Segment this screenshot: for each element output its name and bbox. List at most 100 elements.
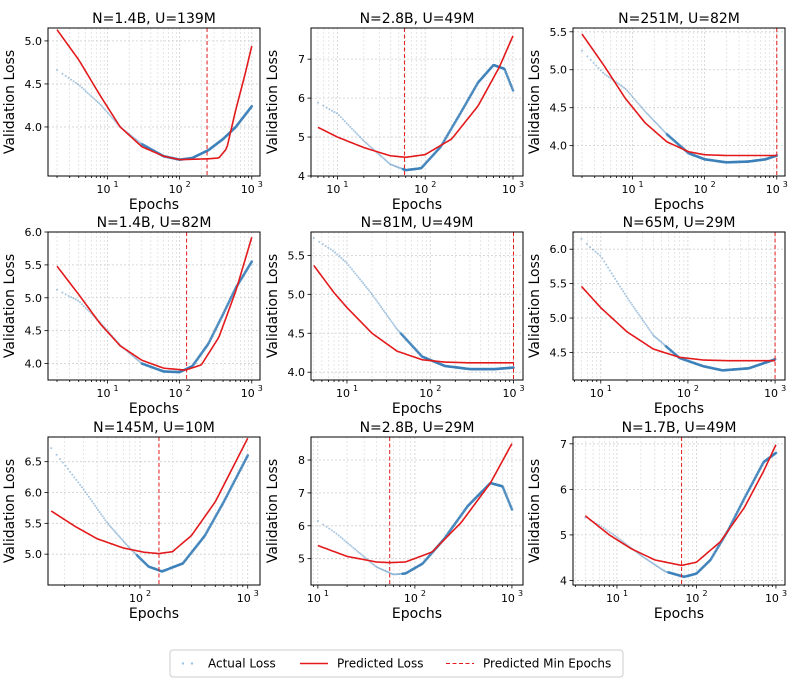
- actual-loss-point: [359, 135, 362, 138]
- subplot-title: N=145M, U=10M: [93, 420, 215, 436]
- actual-loss-point: [656, 338, 659, 341]
- actual-loss-point: [337, 114, 340, 117]
- actual-loss-point: [55, 453, 58, 456]
- actual-loss-point: [82, 88, 85, 91]
- actual-loss-point: [354, 131, 357, 134]
- actual-loss-point: [650, 117, 653, 120]
- actual-loss-point: [378, 154, 381, 157]
- actual-loss-point: [354, 272, 357, 275]
- actual-loss-point: [322, 523, 325, 526]
- actual-loss-point: [646, 113, 649, 116]
- actual-loss-point: [510, 86, 514, 90]
- subplot-6: 4.55.05.56.010 1 10 2 10 3N=65M, U=29MEpochsV…: [527, 215, 786, 417]
- actual-loss-point: [378, 304, 381, 307]
- x-tick-label: 10: [129, 592, 143, 605]
- actual-loss-series: [50, 447, 250, 573]
- actual-loss-point: [383, 569, 386, 572]
- actual-loss-point: [73, 476, 76, 479]
- actual-loss-point: [509, 82, 512, 86]
- grid: [48, 28, 260, 176]
- y-axis-label: Validation Loss: [527, 254, 543, 358]
- actual-loss-point: [351, 268, 354, 271]
- actual-loss-point: [94, 99, 97, 102]
- actual-loss-point: [385, 313, 388, 316]
- actual-loss-point: [633, 307, 636, 310]
- x-tick-exponent: 1: [638, 180, 643, 189]
- actual-loss-point: [135, 357, 138, 360]
- actual-loss-point: [664, 570, 667, 573]
- actual-loss-point: [389, 572, 392, 575]
- actual-loss-point: [662, 569, 665, 572]
- actual-loss-point: [389, 163, 392, 166]
- actual-loss-point: [84, 306, 87, 309]
- actual-loss-point: [333, 111, 336, 114]
- actual-loss-point: [74, 81, 77, 84]
- x-tick-label: 10: [503, 387, 517, 400]
- actual-loss-point: [71, 473, 74, 476]
- actual-loss-point: [321, 243, 324, 246]
- actual-loss-series: [580, 237, 777, 372]
- actual-loss-point: [360, 137, 363, 140]
- y-tick-label: 8: [298, 454, 305, 467]
- actual-loss-point: [665, 570, 668, 573]
- actual-loss-point: [352, 546, 355, 549]
- actual-loss-point: [250, 104, 254, 108]
- actual-loss-point: [580, 237, 583, 240]
- actual-loss-point: [602, 526, 605, 529]
- actual-loss-point: [660, 341, 663, 344]
- x-tick-exponent: 3: [258, 384, 263, 393]
- actual-loss-point: [381, 307, 384, 310]
- x-tick-label: 10: [326, 183, 340, 196]
- subplot-1: 4.04.55.010 1 10 2 10 3N=1.4B, U=139MEpochsVa…: [2, 11, 263, 213]
- actual-loss-point: [627, 91, 630, 94]
- plot-frame: [310, 27, 524, 177]
- actual-loss-point: [645, 111, 648, 114]
- actual-loss-point: [357, 276, 360, 279]
- y-tick-label: 5.0: [550, 312, 568, 325]
- actual-loss-point: [599, 254, 602, 257]
- actual-loss-point: [374, 298, 377, 301]
- actual-loss-point: [624, 87, 627, 90]
- actual-loss-point: [774, 451, 778, 455]
- actual-loss-point: [366, 287, 369, 290]
- actual-loss-point: [355, 549, 358, 552]
- y-tick-label: 6.5: [25, 456, 43, 469]
- actual-loss-point: [91, 96, 94, 99]
- actual-loss-point: [108, 524, 111, 527]
- actual-loss-point: [619, 538, 622, 541]
- predicted-loss-line: [56, 29, 253, 161]
- actual-loss-point: [659, 567, 662, 570]
- actual-loss-point: [324, 244, 327, 247]
- actual-loss-point: [662, 343, 665, 346]
- actual-loss-point: [76, 83, 79, 86]
- actual-loss-point: [331, 109, 334, 112]
- actual-loss-point: [104, 108, 107, 111]
- actual-loss-point: [622, 290, 625, 293]
- actual-loss-point: [138, 141, 141, 144]
- x-tick-exponent: 3: [520, 384, 525, 393]
- actual-loss-point: [620, 287, 623, 290]
- actual-loss-point: [637, 102, 640, 105]
- x-tick-exponent: 1: [353, 384, 358, 393]
- predicted-loss-line: [313, 265, 514, 364]
- actual-loss-point: [503, 68, 507, 72]
- actual-loss-point: [342, 258, 345, 261]
- actual-loss-point: [61, 461, 64, 464]
- actual-loss-point: [96, 100, 99, 103]
- actual-loss-point: [395, 573, 398, 576]
- actual-loss-point: [347, 264, 350, 267]
- actual-loss-point: [508, 80, 512, 84]
- subplot-title: N=2.8B, U=49M: [360, 11, 475, 27]
- actual-loss-point: [360, 280, 363, 283]
- actual-loss-point: [341, 118, 344, 121]
- actual-loss-point: [50, 447, 53, 450]
- x-tick-exponent: 2: [694, 384, 699, 393]
- actual-loss-point: [397, 330, 400, 333]
- legend-actual-marker-2: [190, 662, 194, 665]
- actual-loss-point: [112, 529, 115, 532]
- x-tick-label: 10: [502, 183, 516, 196]
- x-tick-exponent: 1: [113, 180, 118, 189]
- x-tick-exponent: 2: [186, 384, 191, 393]
- actual-loss-point: [585, 242, 588, 245]
